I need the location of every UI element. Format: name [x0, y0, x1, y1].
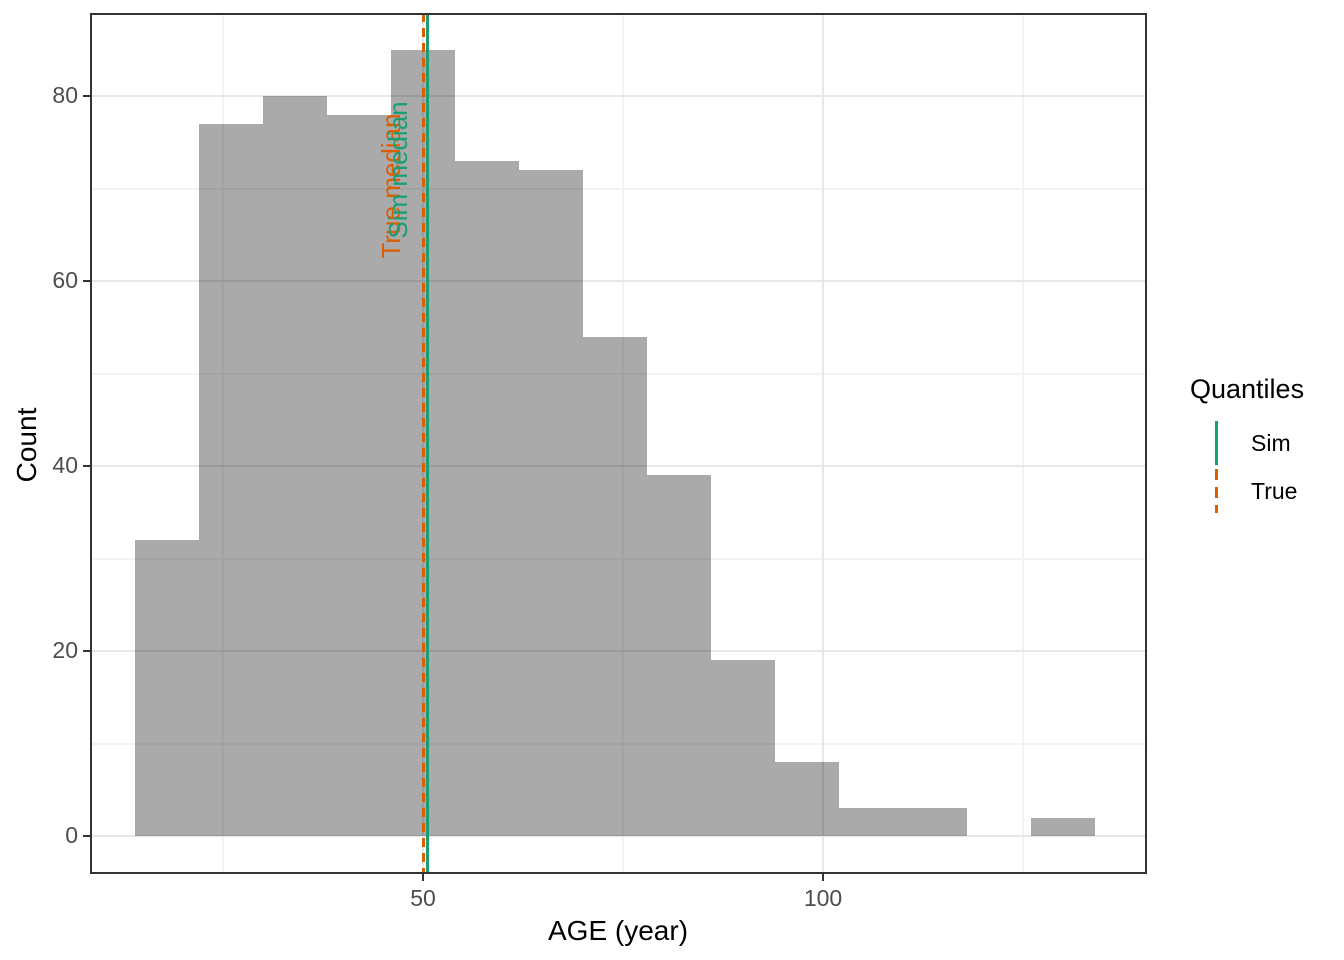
legend-label-sim: Sim [1251, 429, 1291, 456]
gridline-x-minor [622, 13, 624, 874]
gridline-y-major [90, 835, 1147, 838]
histogram-bar [583, 336, 647, 837]
y-tick-label: 80 [52, 82, 78, 109]
y-tick-mark [83, 835, 90, 838]
y-tick-label: 60 [52, 267, 78, 294]
histogram-bar [775, 762, 839, 837]
legend-item-sim: Sim [1190, 419, 1304, 467]
histogram-bar [647, 475, 711, 837]
legend-item-true: True [1190, 467, 1304, 515]
histogram-bar [1031, 817, 1095, 837]
histogram-bar [455, 160, 519, 837]
y-tick-label: 40 [52, 452, 78, 479]
gridline-y-minor [90, 557, 1147, 560]
histogram-bar [903, 808, 967, 837]
y-axis-title: Count [11, 407, 42, 483]
histogram-bar [135, 540, 199, 837]
gridline-x-major [822, 13, 824, 874]
y-tick-mark [83, 650, 90, 653]
plot-panel: True median Sim median [90, 13, 1147, 874]
x-tick-label: 50 [410, 885, 436, 911]
x-tick-mark [422, 874, 424, 881]
legend: Quantiles Sim True [1190, 374, 1304, 515]
gridline-y-minor [90, 742, 1147, 745]
true-key-line [1215, 469, 1218, 513]
x-tick-mark [822, 874, 824, 881]
histogram-bar [839, 808, 903, 837]
sim-median-label: Sim median [383, 101, 413, 239]
legend-title: Quantiles [1190, 374, 1305, 404]
sim-key-line [1215, 421, 1218, 465]
gridline-y-major [90, 465, 1147, 468]
histogram-bar [711, 660, 775, 837]
y-tick-mark [83, 280, 90, 283]
legend-items: Sim True [1190, 419, 1304, 515]
gridline-x-minor [1022, 13, 1024, 874]
y-tick-label: 20 [52, 637, 78, 664]
gridline-y-minor [90, 187, 1147, 190]
sim-median-line [425, 13, 429, 874]
legend-key-sim [1190, 419, 1242, 467]
gridline-y-major [90, 280, 1147, 283]
gridline-y-major [90, 95, 1147, 98]
true-median-line [422, 13, 426, 874]
gridline-y-minor [90, 372, 1147, 375]
gridline-x-minor [222, 13, 224, 874]
legend-label-true: True [1251, 477, 1298, 504]
y-tick-label: 0 [65, 822, 78, 849]
x-tick-label: 100 [803, 885, 843, 911]
histogram-bar [327, 114, 391, 837]
legend-key-true [1190, 467, 1242, 515]
y-tick-mark [83, 95, 90, 98]
histogram-bar [263, 96, 327, 837]
histogram-bar [519, 170, 583, 837]
x-axis-title: AGE (year) [547, 915, 689, 946]
histogram-bar [199, 123, 263, 837]
gridline-y-major [90, 650, 1147, 653]
y-tick-mark [83, 465, 90, 468]
